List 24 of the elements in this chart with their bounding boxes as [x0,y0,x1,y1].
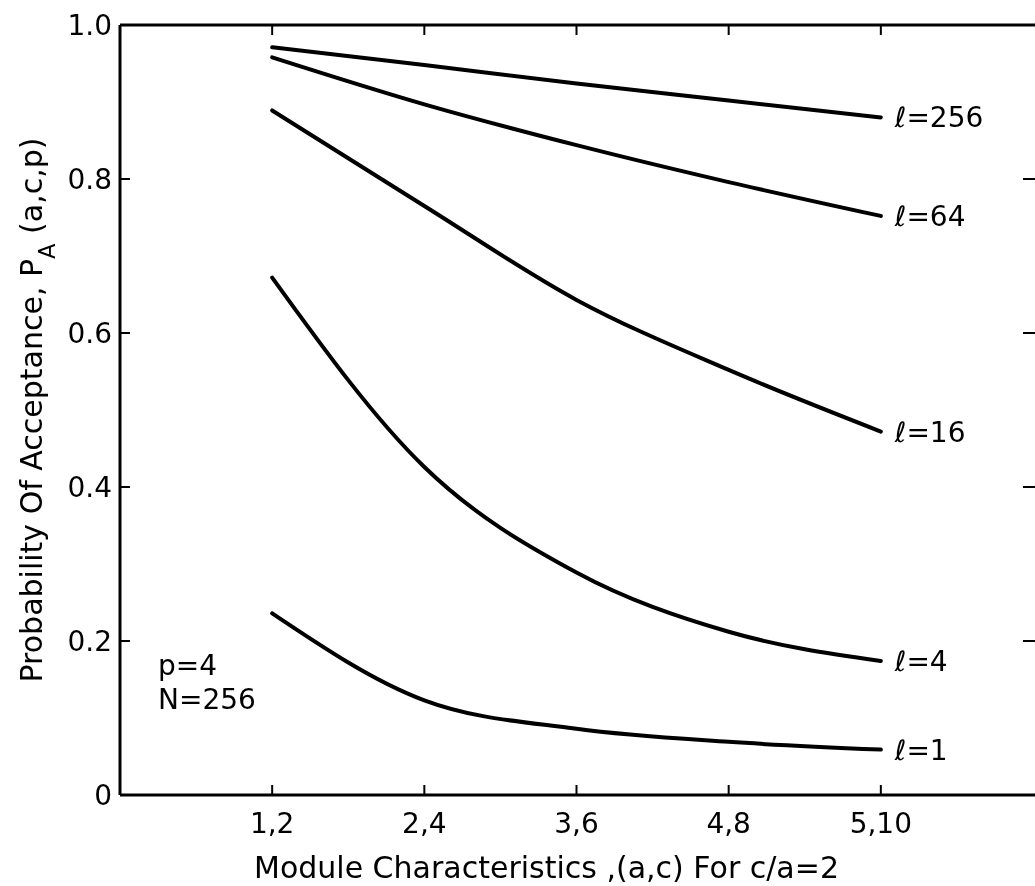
x-axis-title: Module Characteristics ,(a,c) For c/a=2 [254,850,839,885]
series-label: ℓ=4 [893,645,948,679]
line-series [270,55,883,218]
series-label: ℓ=256 [893,101,984,135]
line-series [270,611,883,752]
y-tick-label: 0.4 [67,471,112,504]
series-label: ℓ=64 [893,199,966,233]
x-tick-label: 4,8 [706,807,751,840]
series-label: ℓ=16 [893,415,966,449]
y-tick-label: 0 [94,779,112,812]
x-tick-label: 1,2 [249,807,295,840]
y-tick-label: 1.0 [67,9,112,42]
x-tick-label: 5,10 [849,807,913,840]
series-label: ℓ=1 [893,733,948,767]
y-tick-label: 0.2 [67,625,112,658]
line-series [270,275,883,664]
x-tick-label: 2,4 [402,807,447,840]
annotation: N=256 [158,683,256,716]
line-series [270,45,883,120]
line-series [270,108,883,434]
annotation: p=4 [158,649,218,682]
y-tick-label: 0.8 [67,163,112,196]
x-tick-label: 3,6 [554,807,599,840]
y-tick-label: 0.6 [67,317,112,350]
